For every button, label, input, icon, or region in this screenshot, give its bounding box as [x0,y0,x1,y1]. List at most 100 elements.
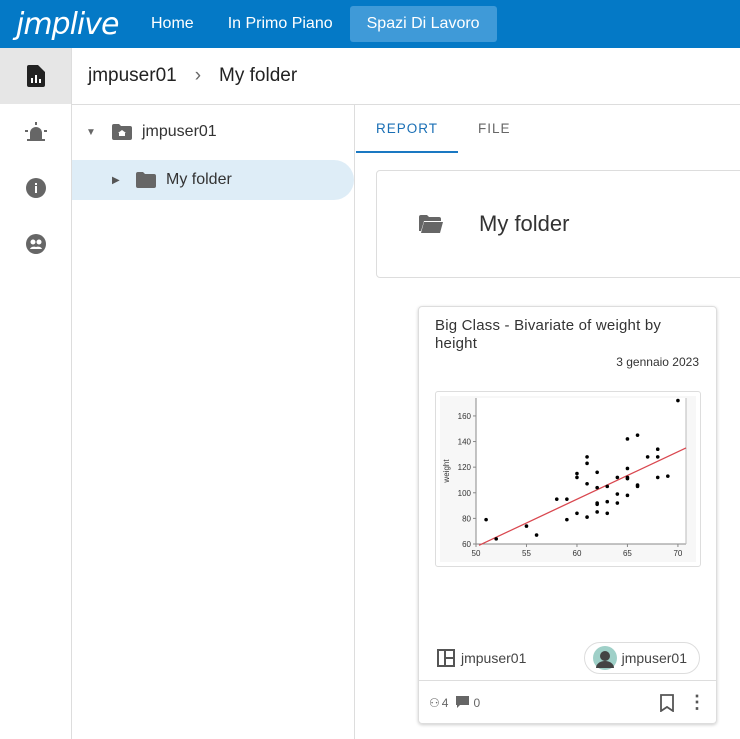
comment-icon [456,695,470,708]
tree-child-label: My folder [166,171,232,188]
more-vert-icon[interactable]: ⋮ [688,692,706,712]
dashboard-layout-icon [437,649,455,667]
x-tick-label: 50 [472,549,481,558]
data-point [585,515,589,519]
data-point [655,447,660,452]
data-point [565,517,569,522]
data-point [615,492,620,496]
bookmark-icon[interactable] [660,693,674,712]
nav-spazi-di-lavoro[interactable]: Spazi Di Lavoro [349,6,497,42]
data-point [666,474,670,478]
scatter-chart: 50 55 60 65 70 60 80 100 120 140 160 weight [440,396,696,562]
rail-groups[interactable] [0,216,71,272]
plot-area [476,398,686,544]
data-point [655,475,660,480]
data-point [575,511,579,516]
data-point [635,484,640,489]
data-point [605,511,610,516]
data-point [524,524,529,528]
data-point [635,433,640,437]
report-thumbnail[interactable]: 50 55 60 65 70 60 80 100 120 140 160 weight [435,391,701,567]
top-bar: jmplive Home In Primo Piano Spazi Di Lav… [0,0,740,48]
fit-line [478,447,687,546]
tab-report[interactable]: REPORT [356,105,459,153]
tree-root-label: jmpuser01 [142,123,217,140]
x-tick-label: 65 [623,549,632,558]
report-icon [26,65,45,87]
info-icon [25,178,46,198]
binoculars-icon: ⚇ [429,695,440,710]
data-point [625,493,630,498]
report-card[interactable]: Big Class - Bivariate of weight by heigh… [418,306,717,724]
nav-in-primo-piano[interactable]: In Primo Piano [227,15,333,32]
nav-home[interactable]: Home [151,15,194,32]
data-point [615,475,620,480]
data-point [615,501,620,505]
data-point [494,537,498,541]
data-point [575,475,579,480]
groups-icon [25,234,46,254]
y-tick-label: 120 [458,463,472,472]
data-point [585,461,589,466]
caret-right-icon[interactable]: ▶ [112,174,120,186]
caret-down-icon[interactable]: ▼ [86,126,96,138]
data-point [484,517,488,522]
folder-header-card: My folder [376,170,740,278]
data-point [655,455,660,459]
data-point [595,502,599,507]
y-tick-label: 100 [458,489,472,498]
data-point [645,455,650,459]
data-point [554,497,559,501]
author-chip[interactable]: jmpuser01 [583,642,700,674]
author-label: jmpuser01 [621,650,687,666]
comments-count: 0 [473,695,481,710]
data-point [595,510,599,514]
jmplive-logo[interactable]: jmplive [16,6,119,42]
report-date: 3 gennaio 2023 [616,355,699,369]
report-meta: jmpuser01 jmpuser01 [419,637,716,679]
report-footer: ⚇ 4 0 ⋮ [419,680,716,724]
y-axis-label: weight [442,459,451,484]
breadcrumb-current: My folder [219,65,298,86]
tabs: REPORT FILE [356,105,531,153]
tree-node-root[interactable]: ▼ jmpuser01 [72,112,354,152]
rail-reports[interactable] [0,48,71,104]
y-tick-label: 160 [458,412,472,421]
alert-siren-icon [24,122,47,141]
x-tick-label: 60 [573,549,582,558]
folder-icon [136,172,156,188]
x-tick-label: 70 [673,549,682,558]
folder-title: My folder [479,211,570,236]
rail-info[interactable] [0,160,71,216]
tab-file[interactable]: FILE [478,121,511,136]
data-point [625,466,630,471]
chevron-right-icon: › [194,65,202,86]
left-rail [0,48,72,739]
x-tick-label: 55 [522,549,531,558]
data-point [585,482,589,486]
y-tick-label: 80 [462,514,471,523]
data-point [585,455,589,459]
data-point [595,485,599,490]
folder-tree: ▼ jmpuser01 ▶ My folder [72,105,355,739]
views-count: 4 [441,695,449,710]
owner-label[interactable]: jmpuser01 [461,650,527,666]
tree-node-my-folder[interactable]: ▶ My folder [72,160,354,200]
data-point [625,437,630,441]
home-folder-icon [112,124,132,140]
data-point [625,476,630,481]
data-point [565,497,569,501]
folder-open-icon [419,215,443,233]
breadcrumb-root[interactable]: jmpuser01 [88,65,177,86]
y-tick-label: 60 [462,540,471,549]
rail-alerts[interactable] [0,104,71,160]
data-point [605,499,610,504]
data-point [575,471,579,476]
data-point [534,533,539,537]
data-point [595,470,599,475]
breadcrumb: jmpuser01 › My folder [72,48,740,105]
avatar [592,646,617,670]
data-point [605,484,610,489]
report-title[interactable]: Big Class - Bivariate of weight by heigh… [435,317,662,352]
data-point [676,398,680,403]
